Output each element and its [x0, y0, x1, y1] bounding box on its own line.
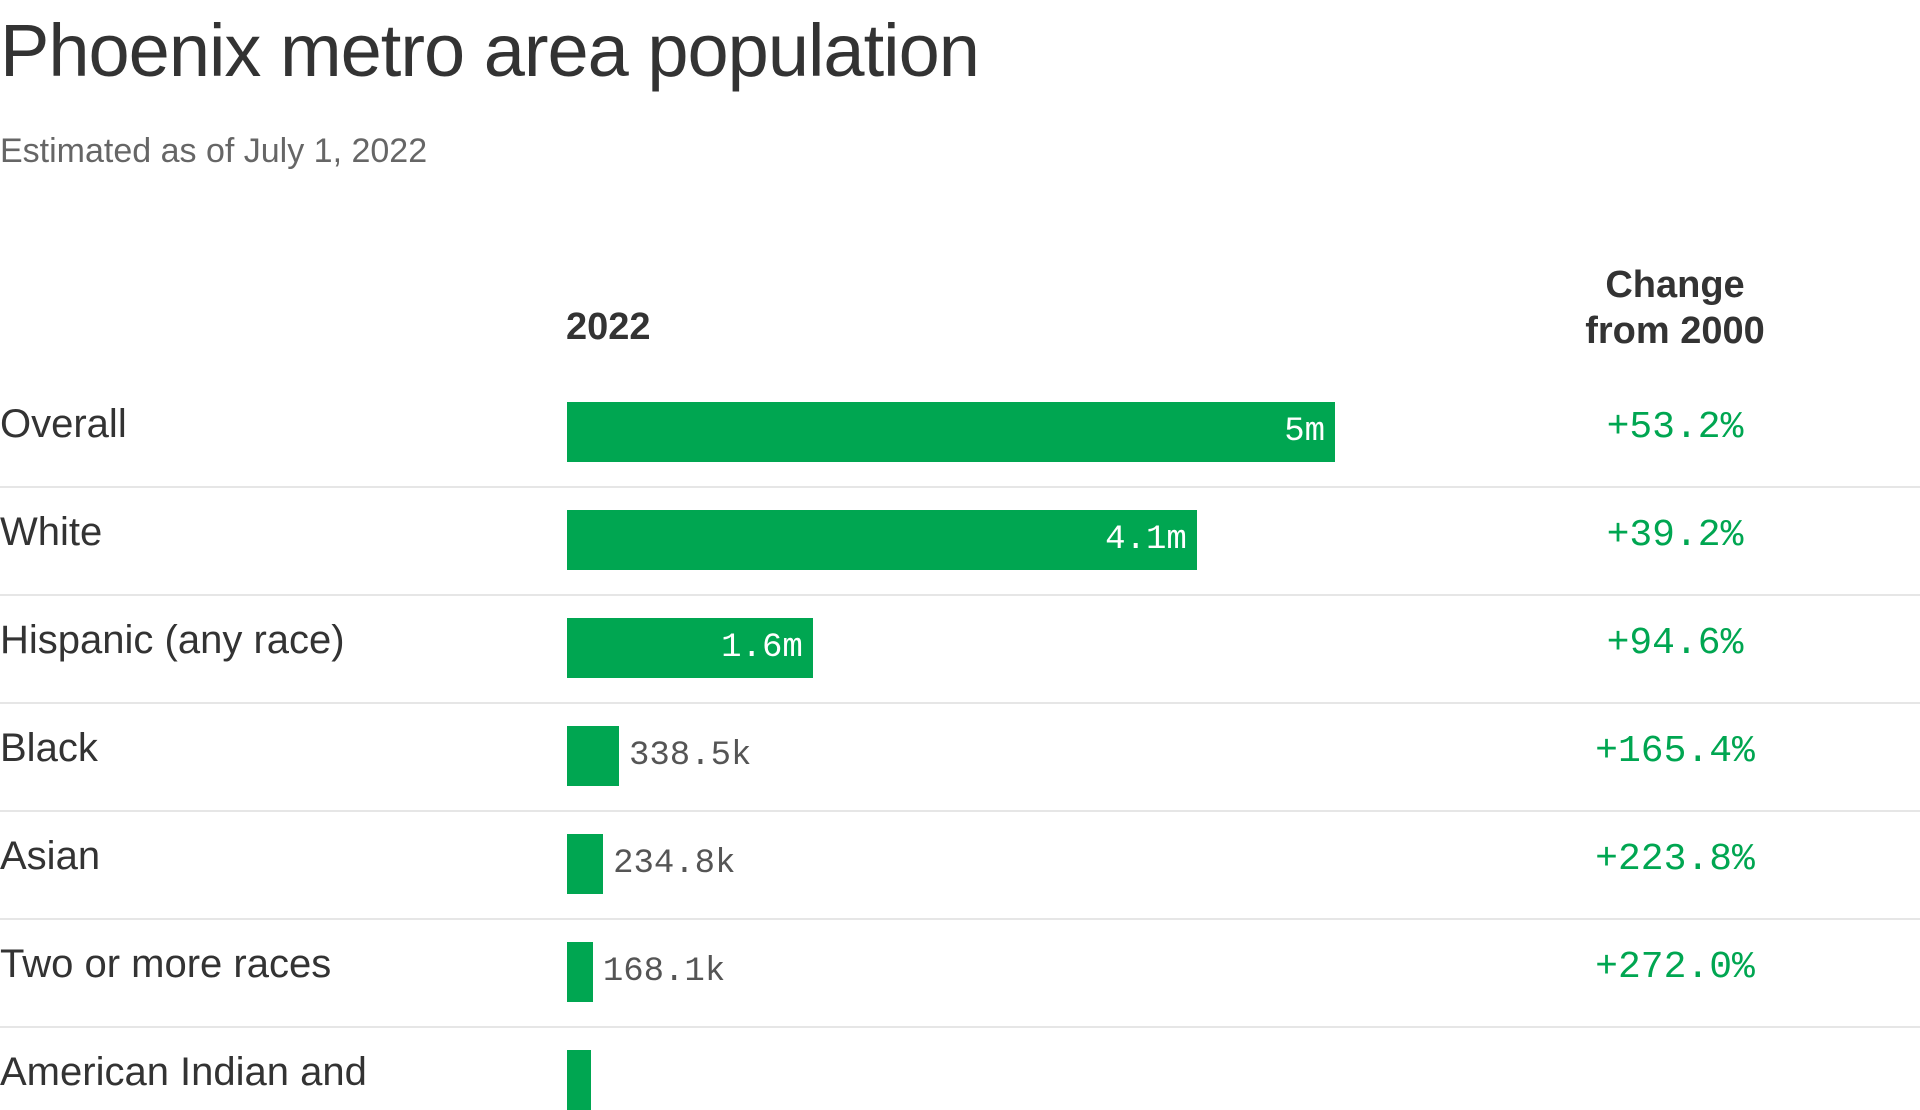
- bar: [567, 402, 1335, 462]
- row-divider: [0, 594, 1920, 596]
- bar-value-label: 234.8k: [613, 845, 736, 883]
- chart-subtitle: Estimated as of July 1, 2022: [0, 132, 428, 170]
- row-divider: [0, 1026, 1920, 1028]
- change-value: +94.6%: [1606, 622, 1744, 665]
- row-divider: [0, 486, 1920, 488]
- bar: [567, 1050, 591, 1110]
- row-label: White: [0, 510, 103, 554]
- change-value: +165.4%: [1595, 730, 1755, 773]
- bar: [567, 726, 619, 786]
- change-value: +223.8%: [1595, 838, 1755, 881]
- row-label: American Indian and: [0, 1050, 367, 1094]
- column-header-change: Change from 2000: [1520, 262, 1830, 354]
- change-value: +53.2%: [1606, 406, 1744, 449]
- row-label: Hispanic (any race): [0, 618, 345, 662]
- change-value: +272.0%: [1595, 946, 1755, 989]
- column-header-change-line1: Change: [1605, 264, 1745, 306]
- bar: [567, 834, 604, 894]
- row-divider: [0, 918, 1920, 920]
- bar-value-label: 1.6m: [721, 629, 803, 667]
- bar-value-label: 5m: [1284, 413, 1325, 451]
- row-label: Black: [0, 726, 98, 770]
- row-label: Two or more races: [0, 942, 332, 986]
- bar: [567, 942, 593, 1002]
- row-divider: [0, 702, 1920, 704]
- row-label: Asian: [0, 834, 101, 878]
- row-label: Overall: [0, 402, 127, 446]
- change-value: +39.2%: [1606, 514, 1744, 557]
- column-header-2022: 2022: [566, 306, 651, 348]
- bar: [567, 510, 1197, 570]
- bar-chart: Overall 5m +53.2% White 4.1m +39.2% Hispanic (…: [0, 402, 1920, 1110]
- row-divider: [0, 810, 1920, 812]
- column-header-change-line2: from 2000: [1585, 310, 1765, 352]
- bar-value-label: 4.1m: [1105, 521, 1187, 559]
- bar: [567, 618, 813, 678]
- bar-value-label: 338.5k: [628, 737, 752, 775]
- chart-title: Phoenix metro area population: [0, 9, 980, 92]
- bar-value-label: 168.1k: [602, 953, 726, 991]
